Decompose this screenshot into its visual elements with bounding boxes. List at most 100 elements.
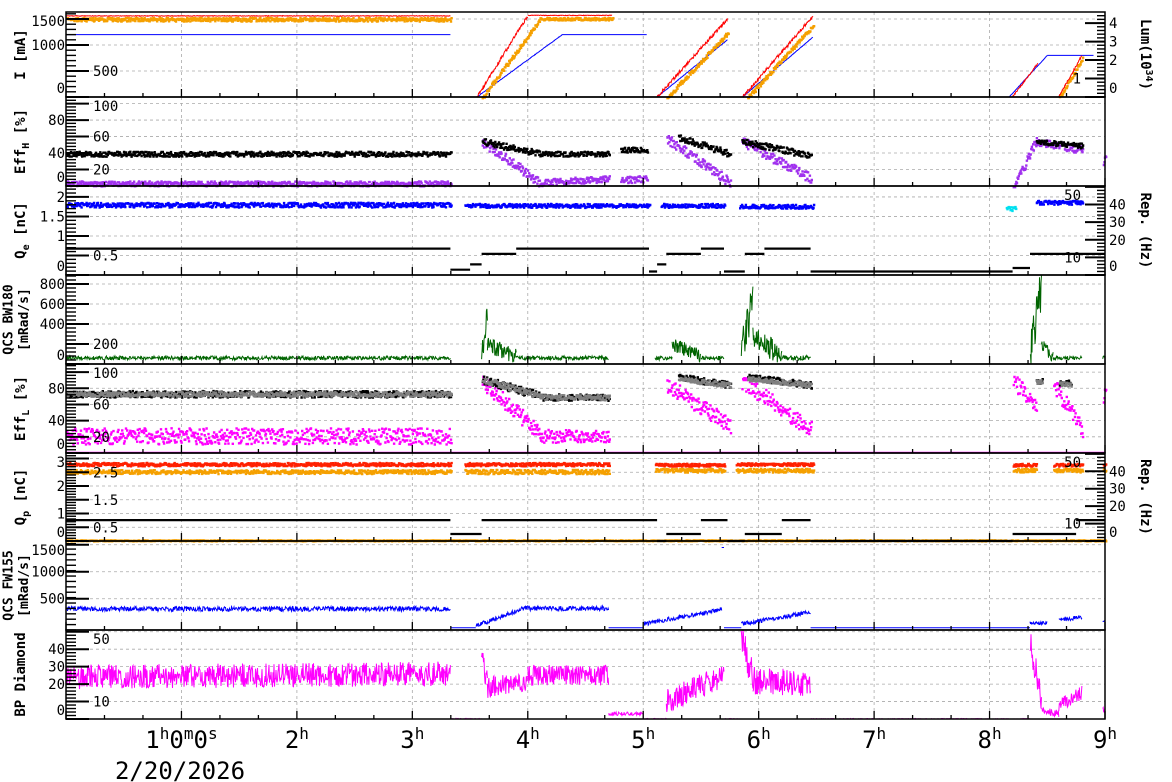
- y-tick-label: 0: [57, 170, 65, 186]
- right-tick-label: 50: [1064, 455, 1081, 471]
- series-fw155-blue: [65, 547, 1106, 629]
- y-tick-label: 80: [48, 113, 65, 129]
- x-tick-label: 9h: [1093, 724, 1117, 755]
- y-tick-label: 40: [48, 642, 65, 658]
- y-tick-label: 1: [57, 507, 65, 523]
- x-date-label: 2/20/2026: [115, 757, 245, 782]
- right-axis-title-qp: Rep. (Hz): [1137, 459, 1153, 535]
- right-tick-label: 0: [1109, 259, 1117, 275]
- y-tick-label: 2: [57, 190, 65, 206]
- y-axis-unit-qcs-bw180: [mRad/s]: [17, 288, 32, 351]
- y-axis-title-eff-l: EffL [%]: [13, 376, 32, 441]
- y-tick-label: 1.5: [40, 209, 65, 225]
- series-qe-blue: [66, 199, 1085, 210]
- right-tick-label: 20: [1109, 233, 1126, 249]
- grid-lines: [66, 12, 1106, 719]
- series-qp-red: [66, 461, 1108, 468]
- x-tick-label: 8h: [978, 724, 1002, 755]
- y-tick-label: 0: [57, 437, 65, 453]
- y-tick-label: 0: [57, 81, 65, 97]
- y-tick-label: 40: [48, 414, 65, 430]
- series-current-orange: [66, 16, 1085, 100]
- right-tick-label: 10: [1064, 250, 1081, 266]
- y-tick-label: 100: [93, 366, 118, 382]
- x-tick-label: 4h: [516, 724, 540, 755]
- y-tick-label: 1000: [31, 565, 65, 581]
- x-tick-label: 2h: [285, 724, 309, 755]
- y-tick-label: 0: [57, 348, 65, 364]
- right-tick-label: 40: [1109, 464, 1126, 480]
- y-tick-label: 60: [93, 397, 110, 413]
- x-tick-label: 3h: [400, 724, 424, 755]
- y-tick-label: 20: [93, 163, 110, 179]
- y-tick-label: 100: [93, 99, 118, 115]
- series-rep-e-black: [66, 247, 1105, 273]
- y-axis-unit-qcs-fw155: [mRad/s]: [17, 554, 32, 617]
- y-axis-title-qcs-fw155: QCS FW155: [2, 550, 17, 620]
- panel-frame-bp-diamond: [65, 629, 1106, 720]
- right-tick-label: 30: [1109, 482, 1126, 498]
- right-tick-label: 4: [1109, 16, 1117, 32]
- series-current-blue: [66, 34, 1094, 98]
- y-tick-label: 500: [93, 64, 118, 80]
- y-tick-label: 0.5: [93, 248, 118, 264]
- y-tick-label: 1500: [31, 14, 65, 30]
- series-eff-h-black: [66, 134, 1085, 159]
- y-tick-label: 50: [93, 632, 110, 648]
- x-tick-label: 1h0m0s: [145, 724, 217, 755]
- y-tick-label: 600: [40, 297, 65, 313]
- right-tick-label: 20: [1109, 499, 1126, 515]
- y-tick-label: 1: [57, 229, 65, 245]
- y-tick-label: 1500: [31, 543, 65, 559]
- panel-frame-eff-h: [65, 96, 1106, 187]
- y-tick-label: 30: [48, 660, 65, 676]
- series-eff-l-magenta: [66, 375, 1108, 446]
- x-tick-label: 7h: [862, 724, 886, 755]
- right-tick-label: 0: [1109, 525, 1117, 541]
- y-axis-title-eff-h: EffH [%]: [13, 109, 32, 174]
- y-tick-label: 20: [48, 677, 65, 693]
- series-eff-h-purple: [66, 135, 1108, 189]
- right-tick-label: 3: [1109, 35, 1117, 51]
- x-tick-label: 5h: [631, 724, 655, 755]
- panel-frame-qcs-fw155: [65, 540, 1106, 631]
- right-tick-label: 50: [1064, 188, 1081, 204]
- y-tick-label: 0.5: [93, 520, 118, 536]
- series-qe-cyan: [1005, 205, 1018, 213]
- series-eff-l-gray: [66, 376, 1073, 402]
- right-tick-label: 30: [1109, 215, 1126, 231]
- y-axis-title-qp: Qp [nC]: [13, 469, 32, 526]
- series-current-red: [65, 14, 1083, 99]
- y-tick-label: 1.5: [93, 493, 118, 509]
- y-tick-label: 40: [48, 146, 65, 162]
- panel-frame-qe: [65, 185, 1106, 276]
- y-tick-label: 800: [40, 277, 65, 293]
- series-layer: [65, 14, 1108, 720]
- y-tick-label: 3: [57, 455, 65, 471]
- panel-frame-current: [65, 11, 1106, 98]
- x-tick-label: 6h: [747, 724, 771, 755]
- y-tick-label: 2: [57, 479, 65, 495]
- y-tick-label: 80: [48, 381, 65, 397]
- y-axis-title-current: I [mA]: [13, 29, 29, 80]
- right-axis-title-current: Lum(1034): [1137, 19, 1154, 90]
- right-axis-title-qe: Rep. (Hz): [1137, 193, 1153, 269]
- series-bw180-green: [65, 274, 1106, 365]
- right-tick-label: 1: [1073, 72, 1081, 88]
- right-tick-label: 0: [1109, 81, 1117, 97]
- y-tick-label: 400: [40, 317, 65, 333]
- y-tick-label: 10: [93, 695, 110, 711]
- right-tick-label: 40: [1109, 198, 1126, 214]
- y-tick-label: 0: [57, 703, 65, 719]
- right-tick-label: 10: [1064, 517, 1081, 533]
- y-tick-label: 500: [40, 592, 65, 608]
- series-qp-orange: [66, 467, 1108, 476]
- y-axis-title-qe: Qe [nC]: [13, 202, 32, 259]
- right-tick-label: 2: [1109, 53, 1117, 69]
- y-tick-label: 60: [93, 130, 110, 146]
- y-tick-label: 20: [93, 430, 110, 446]
- y-axis-title-qcs-bw180: QCS BW180: [2, 284, 17, 355]
- series-bp-diamond-magenta: [65, 630, 1106, 720]
